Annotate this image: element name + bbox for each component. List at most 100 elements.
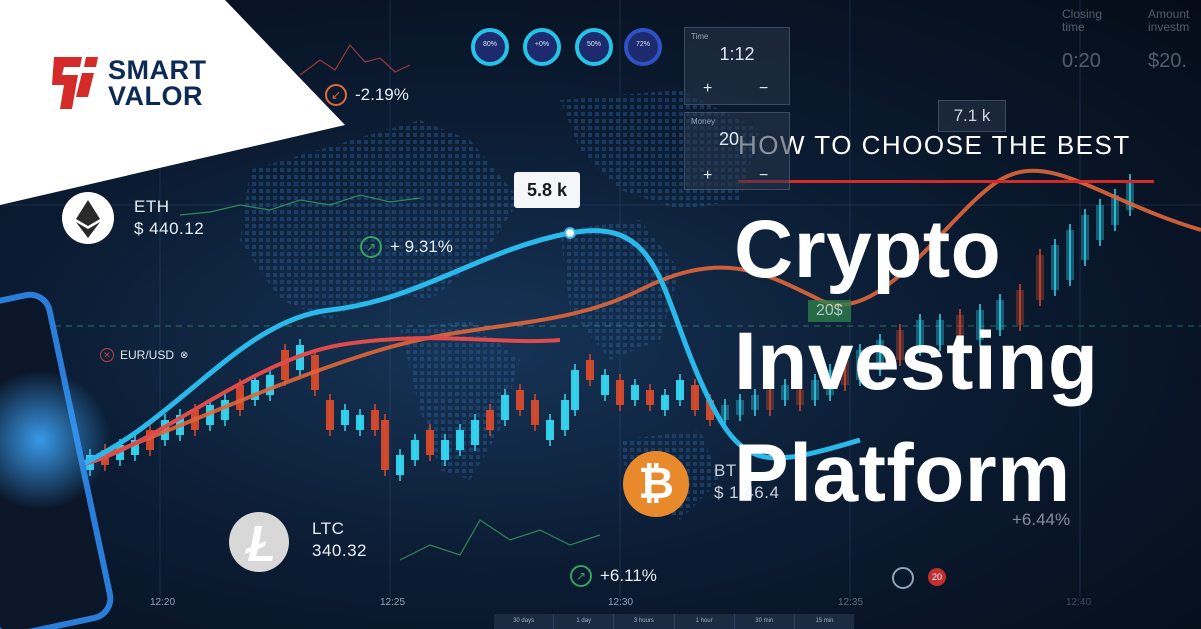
candle-body — [1016, 290, 1024, 325]
candle-body — [371, 410, 379, 430]
candle-body — [381, 420, 389, 470]
amount-value: $20. — [1148, 50, 1187, 72]
candle-body — [571, 370, 579, 410]
tooltip-value: 5.8 k — [526, 180, 568, 200]
time-tick-1: 12:20 — [150, 597, 176, 608]
arrow-up-right-icon: ↗ — [570, 565, 592, 587]
candle-body — [281, 350, 289, 380]
time-plus-button[interactable]: + — [703, 80, 713, 97]
candle-body — [586, 360, 594, 380]
tab-1-day[interactable]: 1 day — [554, 614, 615, 629]
close-icon[interactable]: ✕ — [100, 348, 114, 362]
candle-body — [996, 300, 1004, 330]
price-tag-badge: 20$ — [808, 300, 851, 322]
tab-15-min[interactable]: 15 min — [815, 618, 834, 624]
candle-body — [1051, 245, 1059, 290]
money-minus-button[interactable]: − — [759, 167, 769, 184]
candle-body — [471, 420, 479, 445]
green-sparkline-top — [179, 194, 421, 216]
right-info-panel: Closing time 0:20 Amount investm $20. — [1030, 8, 1201, 78]
candle-body — [251, 380, 259, 400]
candle-body — [546, 420, 554, 440]
price-tooltip: 5.8 k — [514, 172, 580, 208]
candle-body — [811, 380, 819, 400]
money-plus-button[interactable]: + — [703, 167, 713, 184]
tooltip-point — [564, 227, 576, 239]
change-mid: ↗ + 9.31% — [360, 236, 453, 258]
candle-body — [631, 385, 639, 400]
btc-symbol: BT — [714, 461, 737, 480]
logo-text-line2: VALOR — [108, 81, 203, 111]
btc-price: $ 1 46.4 — [714, 483, 780, 502]
headline-line3: Platform — [734, 428, 1071, 519]
cyan-trend-line — [78, 228, 861, 468]
candle-body — [691, 385, 699, 410]
logo-panel — [0, 0, 345, 205]
candle-body — [736, 400, 744, 415]
eur-usd-pair[interactable]: ✕ EUR/USD ⊗ — [100, 348, 188, 362]
candle-body — [411, 440, 419, 460]
tab-1-hour[interactable]: 1 hour — [675, 614, 735, 629]
smart-valor-logo[interactable]: SMART VALOR — [52, 55, 227, 115]
btc-coin-icon: ₿ — [623, 451, 689, 517]
tab-3-hours[interactable]: 3 hours — [614, 614, 675, 629]
closing-value: 0:20 — [1062, 50, 1101, 72]
arrow-up-right-icon: ↗ — [360, 236, 382, 258]
ring-label-1: 80% — [482, 41, 497, 48]
ring-label-4: 72% — [635, 41, 650, 48]
tab-30-days[interactable]: 30 days — [494, 614, 555, 629]
money-panel[interactable]: Money 20 + − — [684, 112, 790, 190]
candle-body — [896, 330, 904, 360]
candle-body — [516, 390, 524, 410]
candle-body — [841, 360, 849, 385]
eur-usd-symbol: EUR/USD — [120, 348, 175, 362]
candle-body — [856, 350, 864, 380]
logo-text-line1: SMART — [108, 55, 207, 85]
money-value: 20 — [719, 129, 740, 149]
candle-body — [1096, 205, 1104, 240]
record-icon[interactable] — [892, 567, 914, 589]
candle-body — [326, 400, 334, 430]
progress-rings — [471, 28, 662, 66]
time-minus-button[interactable]: − — [759, 80, 769, 97]
ltc-symbol: LTC — [312, 519, 345, 538]
candle-body — [601, 375, 609, 395]
candle-body — [706, 400, 714, 420]
candle-body — [236, 385, 244, 410]
candle-body — [781, 385, 789, 400]
red-sparkline-top — [299, 43, 411, 76]
red-trend-line — [79, 336, 561, 467]
candle-body — [146, 430, 154, 450]
time-tick-5: 12:40 — [1066, 597, 1092, 608]
candle-body — [501, 395, 509, 420]
headline-line1: Crypto — [734, 204, 1002, 295]
candle-body — [441, 440, 449, 460]
candle-body — [676, 380, 684, 400]
closing-label: Closing time — [1062, 7, 1103, 34]
candle-body — [796, 390, 804, 405]
candle-body — [486, 410, 494, 430]
eth-coin-icon — [62, 192, 114, 244]
candle-body — [131, 440, 139, 455]
candle-body — [1126, 180, 1134, 210]
arrow-down-left-icon: ↙ — [325, 84, 347, 106]
candle-body — [531, 400, 539, 425]
headline-underline — [738, 180, 1154, 183]
time-panel[interactable]: Time 1:12 + − — [684, 27, 790, 105]
tab-30-min[interactable]: 30 min — [735, 614, 795, 629]
headline-line2: Investing — [734, 316, 1099, 407]
time-label: Time — [691, 32, 709, 41]
change-bottom-value: +6.11% — [600, 566, 657, 585]
candle-body — [976, 310, 984, 340]
candle-body — [721, 405, 729, 420]
timeframe-tabs: 30 days 1 day 3 hours 1 hour 30 min 15 m… — [494, 614, 854, 629]
candle-body — [561, 400, 569, 430]
candle-body — [661, 395, 669, 410]
candle-body — [1066, 230, 1074, 280]
remove-icon[interactable]: ⊗ — [180, 349, 189, 361]
amount-label: Amount investm — [1148, 7, 1190, 34]
money-label: Money — [691, 117, 716, 126]
change-mid-value: + 9.31% — [390, 237, 453, 256]
